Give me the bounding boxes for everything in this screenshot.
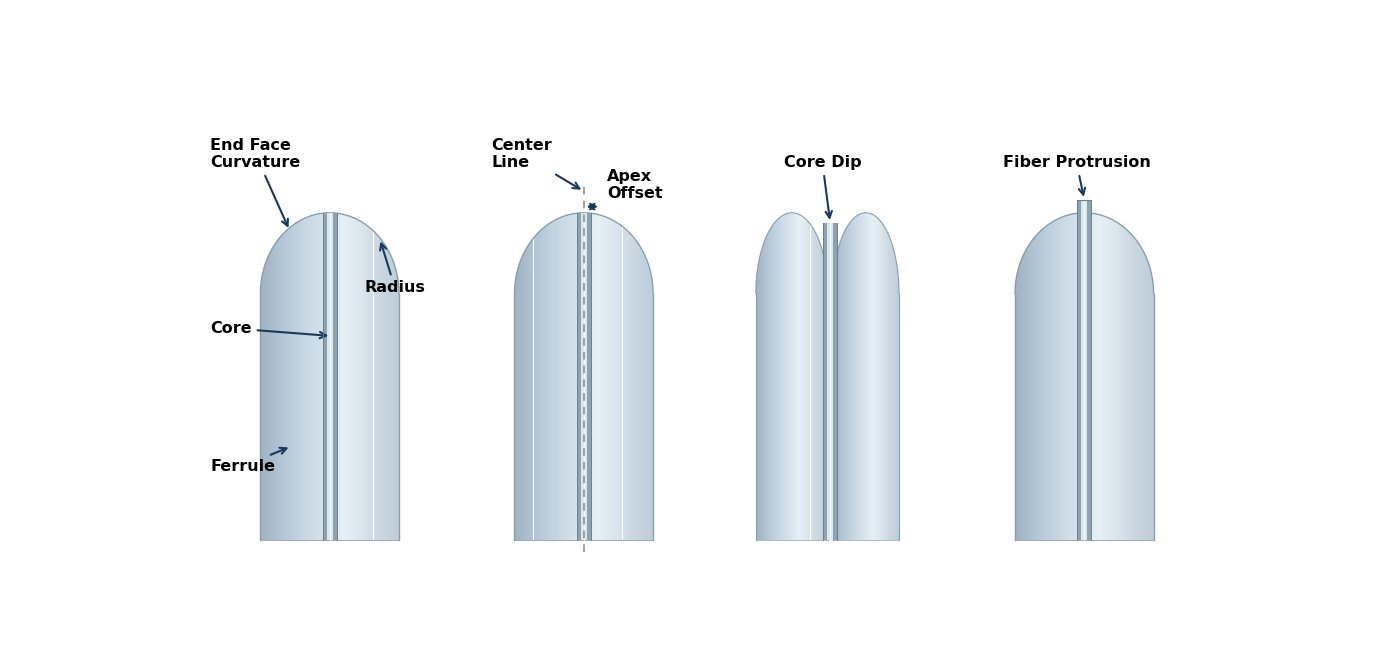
Text: Radius: Radius <box>364 243 426 295</box>
Text: Core: Core <box>211 321 327 338</box>
Text: Center
Line: Center Line <box>492 138 579 188</box>
Text: Fiber Protrusion: Fiber Protrusion <box>1003 155 1151 195</box>
Text: Ferrule: Ferrule <box>211 448 287 473</box>
Text: End Face
Curvature: End Face Curvature <box>211 138 300 226</box>
Text: Core Dip: Core Dip <box>784 155 861 217</box>
Text: Apex
Offset: Apex Offset <box>606 169 663 201</box>
